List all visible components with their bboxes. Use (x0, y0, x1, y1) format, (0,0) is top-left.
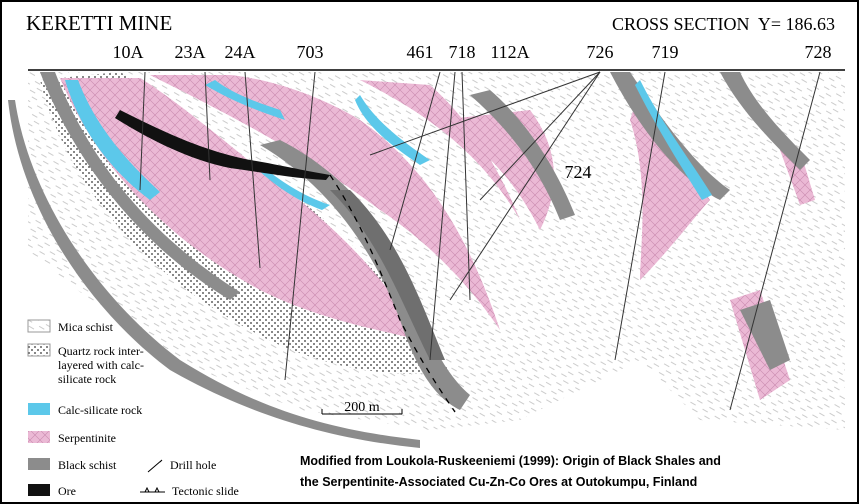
legend-label: Tectonic slide (172, 484, 239, 498)
legend-label: Drill hole (170, 458, 216, 472)
section-label: CROSS SECTION Y= 186.63 (612, 14, 835, 34)
legend-label: Ore (58, 484, 76, 498)
scale-bar (321, 409, 403, 415)
geology (8, 71, 845, 448)
drill-label: 461 (407, 42, 434, 62)
title: KERETTI MINE (26, 11, 172, 35)
legend-label: Black schist (58, 458, 117, 472)
legend-label: Mica schist (58, 320, 114, 334)
drill-label: 726 (587, 42, 614, 62)
scale-label: 200 m (344, 400, 380, 415)
drill-label: 728 (805, 42, 832, 62)
legend-label: silicate rock (58, 372, 116, 386)
drill-label: 703 (297, 42, 324, 62)
legend-label: Quartz rock inter- (58, 344, 144, 358)
drill-label: 10A (113, 42, 144, 62)
legend: Mica schist Quartz rock inter- layered w… (27, 319, 239, 498)
caption: the Serpentinite-Associated Cu-Zn-Co Ore… (300, 475, 697, 489)
drill-label: 23A (175, 42, 206, 62)
drill-label: 718 (449, 42, 476, 62)
drill-labels: 10A 23A 24A 703 461 718 112A 726 719 728… (113, 42, 832, 182)
drill-label: 719 (652, 42, 679, 62)
drill-label: 112A (490, 42, 529, 62)
legend-label: Serpentinite (58, 431, 116, 445)
caption: Modified from Loukola-Ruskeeniemi (1999)… (300, 454, 721, 468)
drill-label: 24A (225, 42, 256, 62)
legend-label: Calc-silicate rock (58, 403, 142, 417)
legend-label: layered with calc- (58, 358, 144, 372)
drill-label: 724 (565, 162, 592, 182)
